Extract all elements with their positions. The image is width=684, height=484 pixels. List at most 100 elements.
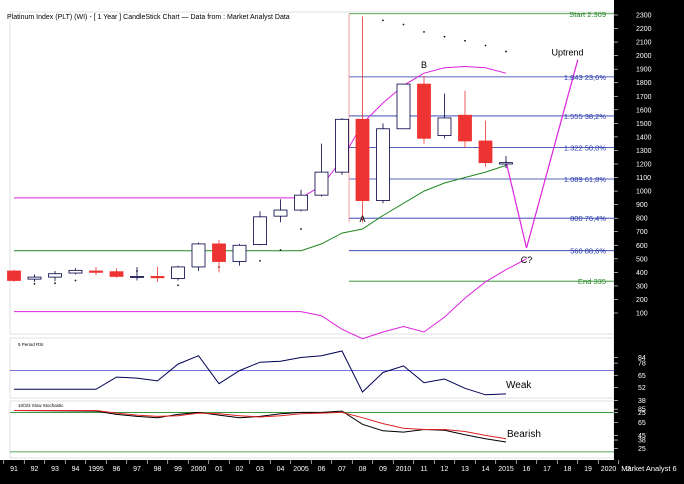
annotation-label: B xyxy=(421,60,427,70)
fib-level-label: 800 76,4% xyxy=(570,214,606,223)
fib-level-label: 1.555 38,2% xyxy=(564,112,606,121)
x-tick-label: 06 xyxy=(318,466,326,473)
fib-level-label: Start 2.309 xyxy=(569,10,606,19)
psar-dot xyxy=(443,35,446,38)
x-tick-label: 91 xyxy=(10,466,18,473)
y-tick-label: 1700 xyxy=(636,94,652,101)
annotation-label: Uptrend xyxy=(551,48,583,58)
labels-layer: Start 2.309 1.843 23,6% 1.555 38,2% 1.322 5… xyxy=(18,10,606,440)
rsi-y-tick-label: 52 xyxy=(638,385,646,392)
psar-dot xyxy=(423,31,425,33)
fib-level-label: 1.322 50,0% xyxy=(564,143,606,152)
stochastic-y-tick-label: 65 xyxy=(638,420,646,427)
x-tick-label: 14 xyxy=(482,466,490,473)
x-tick-label: 19 xyxy=(584,466,592,473)
psar-dot xyxy=(484,44,487,47)
y-tick-label: 1400 xyxy=(636,134,652,141)
rsi-panel-title: 5 Period RSI xyxy=(18,342,44,347)
x-tick-label: 07 xyxy=(338,466,346,473)
psar-dot xyxy=(382,19,384,22)
candle-body xyxy=(150,276,165,279)
rsi-y-tick-label: 38 xyxy=(638,398,646,405)
annotation-label: C? xyxy=(521,255,533,265)
fib-level-label: 1.089 61,8% xyxy=(564,175,606,184)
y-tick-label: 900 xyxy=(636,202,648,209)
chart-title: Platinum Index (PLT) (WI) - [ 1 Year ] C… xyxy=(7,14,290,21)
candle-body xyxy=(294,194,308,211)
y-tick-label: 2100 xyxy=(636,40,652,47)
x-tick-label: 93 xyxy=(51,466,59,473)
candle-body xyxy=(232,244,247,262)
candle-body xyxy=(458,114,472,142)
x-tick-label: 98 xyxy=(154,466,162,473)
x-tick-label: 94 xyxy=(72,466,80,473)
stochastic-y-tick-label: 25 xyxy=(638,446,646,453)
y-tick-label: 200 xyxy=(636,297,648,304)
candle-body xyxy=(7,270,21,281)
candle-body xyxy=(499,162,513,165)
psar-dot xyxy=(54,282,56,285)
x-tick-label: 12 xyxy=(441,466,449,473)
y-tick-label: 2300 xyxy=(636,13,652,20)
annotation-label: A xyxy=(359,214,365,224)
y-tick-label: 1600 xyxy=(636,107,652,114)
x-tick-label: 99 xyxy=(174,466,182,473)
psar-dot xyxy=(279,249,282,251)
y-tick-label: 100 xyxy=(636,311,648,318)
candle-body xyxy=(335,118,349,173)
fib-level-label: 1.843 23,6% xyxy=(564,73,606,82)
fib-level-label: End 335 xyxy=(578,277,606,286)
psar-dot xyxy=(464,39,466,42)
y-tick-label: 2000 xyxy=(636,53,652,60)
candle-body xyxy=(27,276,42,280)
candle-body xyxy=(89,270,103,273)
bollinger-mid-line xyxy=(14,164,507,252)
y-tick-label: 1000 xyxy=(636,189,652,196)
candles-layer xyxy=(7,16,513,282)
stochastic-y-tick-label: 38 xyxy=(638,438,646,445)
x-tick-label: 2 xyxy=(627,466,631,473)
psar-dot xyxy=(300,228,302,230)
x-tick-label: 11 xyxy=(420,466,427,473)
stochastic-y-tick-label: 45 xyxy=(638,433,646,440)
y-tick-label: 1500 xyxy=(636,121,652,128)
rsi-y-tick-label: 65 xyxy=(638,373,646,380)
psar-dot xyxy=(505,50,507,53)
candle-body xyxy=(417,83,431,139)
psar-dot xyxy=(177,284,179,287)
y-tick-label: 700 xyxy=(636,229,648,236)
rsi-annotation: Weak xyxy=(506,380,532,391)
candle-body xyxy=(212,243,226,262)
stochastic-line xyxy=(14,410,507,440)
x-tick-label: 92 xyxy=(31,466,39,473)
psar-dot xyxy=(74,279,77,282)
bollinger-lower-line xyxy=(14,258,527,340)
y-tick-label: 1800 xyxy=(636,80,652,87)
candle-body xyxy=(171,266,185,279)
candle-body xyxy=(191,243,206,268)
x-tick-label: 97 xyxy=(133,466,141,473)
rsi-y-tick-label: 78 xyxy=(638,361,646,368)
psar-dot xyxy=(402,23,405,26)
y-tick-label: 800 xyxy=(636,216,648,223)
watermark: Market Analyst 6 xyxy=(621,464,676,473)
candle-body xyxy=(68,269,83,274)
stochastic-annotation: Bearish xyxy=(507,429,541,440)
candle-body xyxy=(48,273,62,278)
x-tick-label: 09 xyxy=(379,466,387,473)
x-axis-background xyxy=(0,460,614,484)
psar-dot xyxy=(33,282,36,285)
indicator-layer xyxy=(13,19,579,443)
rsi-y-tick-label: 25 xyxy=(638,410,646,417)
candle-body xyxy=(314,171,329,196)
rsi-line xyxy=(14,350,507,396)
x-tick-label: 17 xyxy=(543,466,551,473)
candle-body xyxy=(109,271,124,277)
candle-body xyxy=(130,276,144,278)
candle-body xyxy=(478,140,493,164)
y-tick-label: 600 xyxy=(636,243,648,250)
candle-body xyxy=(253,216,267,245)
